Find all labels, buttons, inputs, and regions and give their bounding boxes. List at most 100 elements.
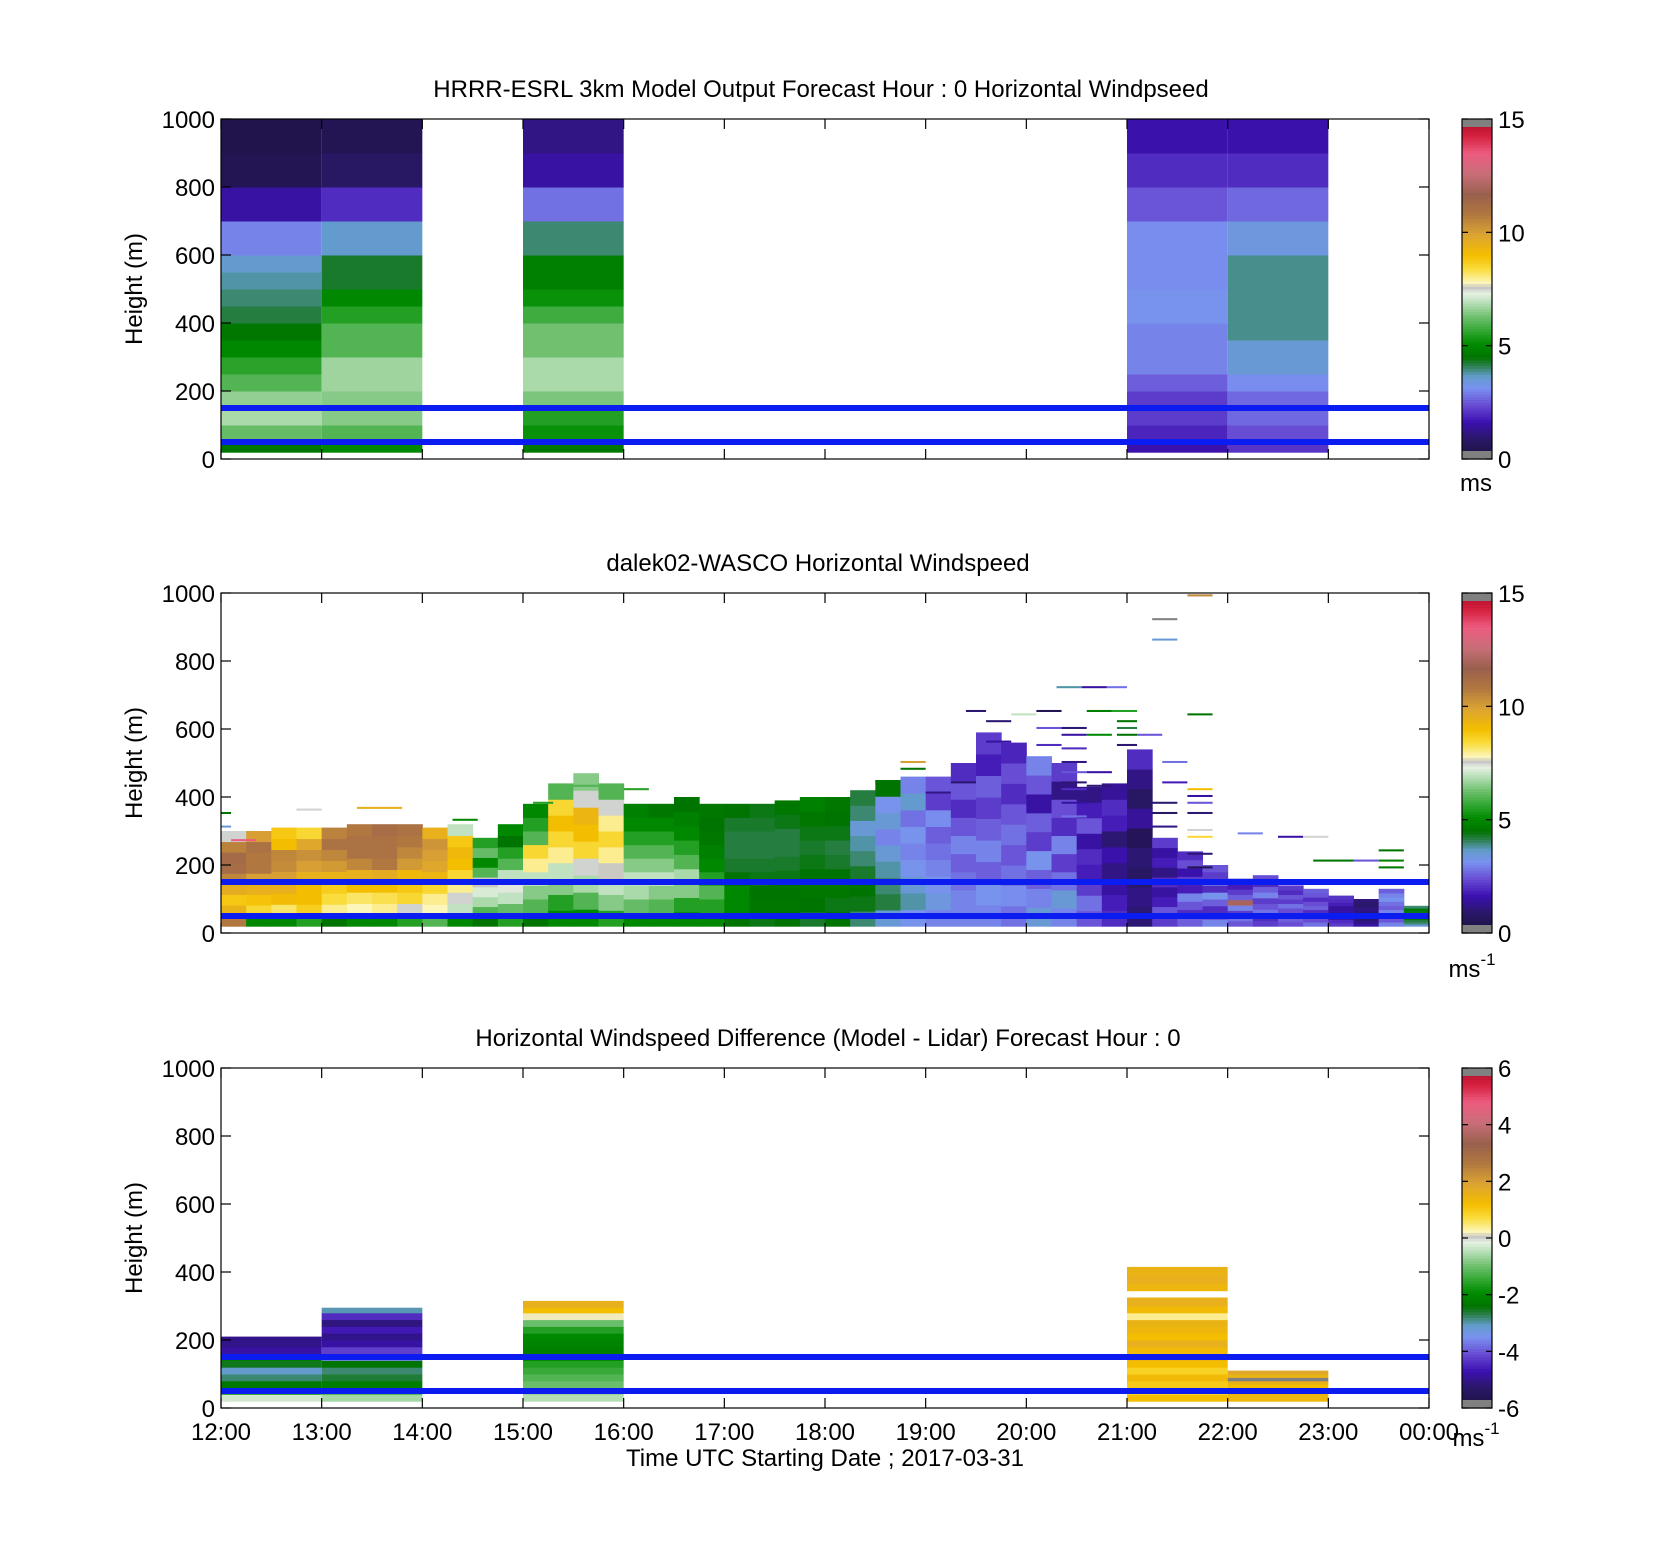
colorbar-swatch: [1462, 805, 1492, 809]
panel-model: HRRR-ESRL 3km Model Output Forecast Hour…: [121, 76, 1525, 497]
heatmap-cell: [1056, 686, 1082, 689]
colorbar-swatch: [1462, 1272, 1492, 1276]
colorbar-swatch: [1462, 1121, 1492, 1126]
reference-lines: [221, 405, 1429, 445]
colorbar-swatch: [1462, 740, 1492, 744]
heatmap-cell: [372, 869, 398, 882]
heatmap-cell: [523, 1380, 624, 1389]
colorbar-swatch: [1462, 867, 1492, 872]
heatmap-cell: [296, 882, 323, 894]
heatmap-cell: [246, 873, 272, 885]
heatmap-cell: [774, 814, 801, 829]
heatmap-cell: [422, 882, 448, 894]
heatmap-cell: [1127, 1319, 1228, 1327]
heatmap-cell: [497, 892, 524, 905]
heatmap-cell: [699, 817, 725, 832]
colorbar-swatch: [1462, 782, 1492, 787]
colorbar-swatch: [1462, 280, 1492, 284]
colorbar-swatch: [1462, 130, 1492, 134]
y-axis-label: Height (m): [121, 233, 148, 345]
x-tick-label: 18:00: [795, 1419, 855, 1446]
heatmap-cell: [1152, 837, 1178, 849]
colorbar-swatch: [1462, 289, 1492, 293]
heatmap-cell: [825, 797, 851, 812]
heatmap-cell: [497, 903, 524, 916]
colorbar-swatch: [1462, 317, 1492, 321]
heatmap-cell: [1061, 747, 1087, 750]
heatmap-cell: [950, 853, 977, 873]
heatmap-cell: [321, 849, 348, 861]
heatmap-cell: [900, 776, 927, 794]
heatmap-cell: [221, 425, 322, 443]
heatmap-cell: [573, 824, 599, 842]
heatmap-cell: [523, 1367, 624, 1375]
colorbar-swatch: [1462, 388, 1492, 392]
heatmap-cell: [397, 914, 423, 927]
x-axis-ticks: [220, 119, 1430, 459]
heatmap-cell: [472, 886, 499, 898]
colorbar-swatch: [1462, 794, 1492, 798]
heatmap-cells: [221, 119, 1329, 453]
colorbar-swatch: [1462, 706, 1492, 710]
heatmap-cell: [648, 803, 675, 818]
heatmap-cell: [724, 803, 750, 818]
heatmap-cell: [523, 858, 549, 873]
colorbar-swatch: [1462, 669, 1492, 673]
heatmap-cell: [1076, 848, 1103, 865]
heatmap-cell: [900, 859, 927, 877]
y-axis-label: Height (m): [121, 1182, 148, 1294]
heatmap-cell: [523, 899, 549, 914]
y-axis: 0 200 400 600 800 1000: [162, 581, 1429, 948]
colorbar-swatch: [1462, 153, 1492, 157]
colorbar-swatch: [1462, 447, 1492, 452]
heatmap-cell: [497, 824, 524, 837]
colorbar-swatch: [1462, 797, 1492, 801]
colorbar-swatch: [1462, 593, 1492, 601]
colorbar-swatch: [1462, 763, 1492, 767]
heatmap-cell: [850, 850, 876, 867]
colorbar-swatch: [1462, 879, 1492, 883]
colorbar-tick-label: -2: [1498, 1283, 1519, 1310]
colorbar-swatch: [1462, 272, 1492, 276]
colorbar-swatch: [1462, 1348, 1492, 1352]
heatmap-cell: [221, 852, 247, 864]
colorbar-swatch: [1462, 1116, 1492, 1120]
y-tick-label: 0: [202, 921, 215, 948]
heatmap-cell: [1152, 825, 1178, 828]
colorbar-swatch: [1462, 393, 1492, 398]
heatmap-cell: [850, 865, 876, 882]
heatmap-cell: [497, 869, 524, 882]
colorbar-swatch: [1462, 195, 1492, 199]
heatmap-cell: [1051, 889, 1078, 909]
colorbar-swatch: [1462, 1308, 1492, 1313]
heatmap-cell: [397, 892, 423, 905]
colorbar-swatch: [1462, 1167, 1492, 1171]
colorbar-unit-exponent: -1: [1484, 1419, 1499, 1438]
heatmap-cell: [1378, 892, 1405, 898]
heatmap-cell: [1101, 831, 1128, 848]
heatmap-cell: [472, 896, 499, 908]
heatmap-cell: [1127, 847, 1153, 868]
heatmap-cell: [1303, 909, 1329, 915]
colorbar-swatch: [1462, 232, 1492, 236]
colorbar-swatch: [1462, 1289, 1492, 1293]
heatmap-cell: [875, 828, 901, 846]
heatmap-cell: [1403, 910, 1430, 914]
heatmap-cell: [674, 854, 700, 870]
heatmap-cell: [523, 817, 549, 832]
colorbar-swatch: [1462, 1246, 1492, 1250]
colorbar-swatch: [1462, 748, 1492, 753]
colorbar-swatch: [1462, 785, 1492, 790]
colorbar-swatch: [1462, 618, 1492, 622]
colorbar-swatch: [1462, 1385, 1492, 1389]
heatmap-cell: [1127, 323, 1228, 375]
heatmap-cell: [1127, 153, 1228, 188]
colorbar-swatch: [1462, 1085, 1492, 1089]
heatmap-cell: [1328, 905, 1354, 910]
colorbar-swatch: [1462, 408, 1492, 412]
heatmap-cell: [221, 841, 247, 853]
heatmap-cell: [1127, 769, 1153, 790]
x-tick-label: 15:00: [493, 1419, 553, 1446]
heatmap-cell: [598, 799, 625, 816]
colorbar-swatch: [1462, 170, 1492, 174]
